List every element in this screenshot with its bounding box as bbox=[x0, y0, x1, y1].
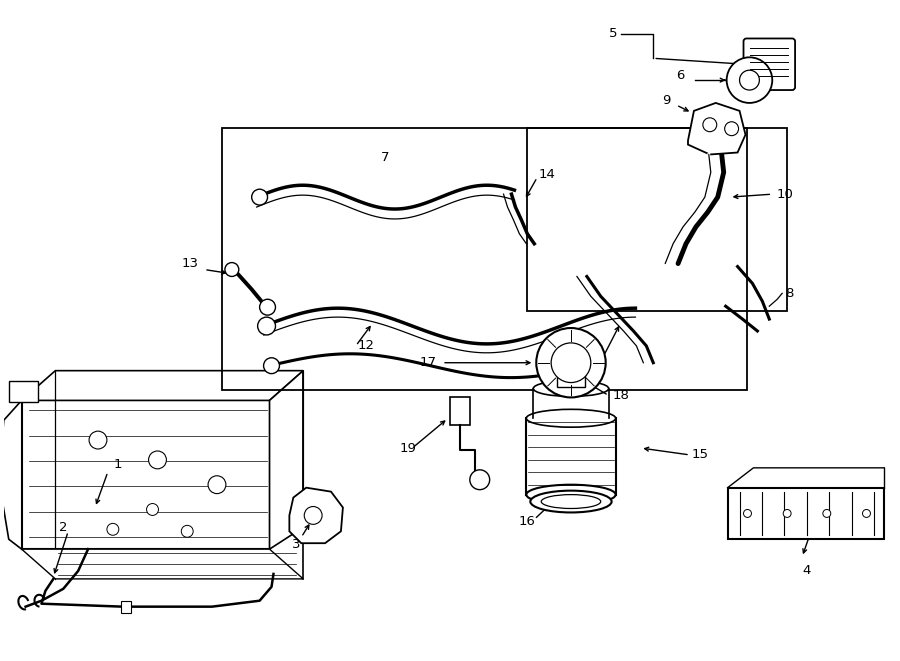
Text: 3: 3 bbox=[292, 537, 301, 551]
Circle shape bbox=[208, 476, 226, 494]
Text: 4: 4 bbox=[803, 564, 811, 578]
Circle shape bbox=[264, 358, 279, 373]
Circle shape bbox=[743, 510, 752, 518]
Polygon shape bbox=[727, 488, 885, 539]
Text: 18: 18 bbox=[612, 389, 629, 402]
Circle shape bbox=[252, 189, 267, 205]
Bar bbox=[557, 369, 585, 389]
Circle shape bbox=[148, 451, 166, 469]
Circle shape bbox=[181, 525, 194, 537]
Text: 8: 8 bbox=[785, 287, 793, 300]
Text: 16: 16 bbox=[519, 515, 536, 528]
Text: 17: 17 bbox=[419, 356, 436, 369]
Circle shape bbox=[703, 118, 716, 132]
Bar bbox=[9, 381, 39, 403]
Polygon shape bbox=[290, 488, 343, 543]
Circle shape bbox=[726, 58, 772, 103]
Text: 15: 15 bbox=[691, 448, 708, 461]
Bar bbox=[527, 128, 788, 311]
Text: 2: 2 bbox=[59, 521, 68, 534]
FancyBboxPatch shape bbox=[743, 38, 795, 90]
Circle shape bbox=[862, 510, 870, 518]
Ellipse shape bbox=[534, 381, 608, 397]
Circle shape bbox=[225, 262, 238, 276]
Text: 12: 12 bbox=[357, 339, 374, 352]
Polygon shape bbox=[22, 371, 303, 401]
Circle shape bbox=[724, 122, 739, 136]
Text: 7: 7 bbox=[382, 151, 390, 164]
Text: 10: 10 bbox=[777, 188, 794, 201]
Circle shape bbox=[823, 510, 831, 518]
Circle shape bbox=[89, 431, 107, 449]
Ellipse shape bbox=[541, 494, 600, 508]
Text: 6: 6 bbox=[676, 69, 684, 82]
Text: 19: 19 bbox=[400, 442, 417, 455]
Polygon shape bbox=[688, 103, 745, 155]
Text: 1: 1 bbox=[113, 458, 122, 471]
Circle shape bbox=[470, 470, 490, 490]
Polygon shape bbox=[269, 371, 303, 549]
Bar bbox=[222, 128, 748, 391]
Ellipse shape bbox=[526, 409, 616, 427]
Circle shape bbox=[783, 510, 791, 518]
Text: 9: 9 bbox=[662, 95, 670, 108]
Polygon shape bbox=[22, 549, 303, 579]
Bar bbox=[450, 397, 470, 425]
Circle shape bbox=[304, 506, 322, 524]
Bar bbox=[557, 367, 585, 387]
Circle shape bbox=[740, 70, 760, 90]
Circle shape bbox=[257, 317, 275, 335]
Text: 13: 13 bbox=[182, 257, 199, 270]
Text: 11: 11 bbox=[582, 349, 599, 362]
Circle shape bbox=[259, 299, 275, 315]
Text: 14: 14 bbox=[539, 168, 555, 181]
Circle shape bbox=[147, 504, 158, 516]
Circle shape bbox=[536, 328, 606, 397]
Bar bbox=[121, 601, 130, 613]
Text: 5: 5 bbox=[609, 27, 618, 40]
Circle shape bbox=[551, 343, 590, 383]
Bar bbox=[22, 401, 269, 549]
Circle shape bbox=[107, 524, 119, 535]
Ellipse shape bbox=[530, 490, 612, 512]
Ellipse shape bbox=[526, 485, 616, 504]
